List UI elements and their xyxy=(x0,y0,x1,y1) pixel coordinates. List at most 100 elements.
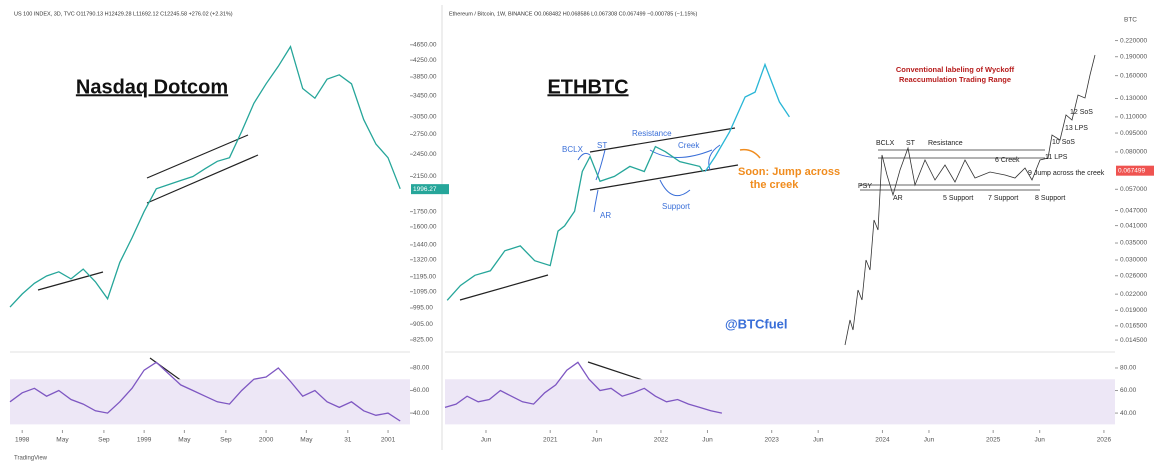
x-tick-label: Jun xyxy=(813,437,824,444)
price-line xyxy=(446,145,704,301)
y-tick-label: 0.220000 xyxy=(1120,37,1147,44)
last-price-label: 1996.27 xyxy=(413,186,437,193)
wyckoff-label: PSY xyxy=(858,183,872,190)
x-tick-label: 2001 xyxy=(381,437,396,444)
wyckoff-label: ST xyxy=(906,140,916,147)
y-tick-label: 40.00 xyxy=(413,410,430,417)
annotation: @BTCfuel xyxy=(725,316,788,331)
wyckoff-label: 7 Support xyxy=(988,195,1018,202)
annotation: Resistance xyxy=(632,129,672,138)
annotation: BCLX xyxy=(562,145,584,154)
annotation: the creek xyxy=(750,179,799,191)
y-tick-label: 4250.00 xyxy=(413,57,437,64)
y-tick-label: 3450.00 xyxy=(413,92,437,99)
y-tick-label: 2750.00 xyxy=(413,131,437,138)
y-tick-label: 60.00 xyxy=(1120,387,1137,394)
wyckoff-schematic xyxy=(844,54,1096,346)
y-tick-label: 80.00 xyxy=(413,365,430,372)
price-line xyxy=(9,361,401,422)
last-price-tag xyxy=(1116,165,1154,176)
price-line xyxy=(9,45,401,308)
y-tick-label: 0.110000 xyxy=(1120,114,1147,121)
x-tick-label: Jun xyxy=(702,437,713,444)
y-tick-label: 0.095000 xyxy=(1120,130,1147,137)
y-tick-label: 0.190000 xyxy=(1120,53,1147,60)
y-tick-label: 0.130000 xyxy=(1120,95,1147,102)
x-tick-label: 2023 xyxy=(764,437,779,444)
wyckoff-label: 11 LPS xyxy=(1045,154,1068,161)
header: US 100 INDEX, 3D, TVC O11790.13 H12429.2… xyxy=(14,11,233,17)
wyckoff-label: 5 Support xyxy=(943,195,973,202)
annotation: Support xyxy=(662,202,691,211)
y-tick-label: 1320.00 xyxy=(413,256,437,263)
title: ETHBTC xyxy=(547,76,628,98)
y-tick-label: 0.160000 xyxy=(1120,72,1147,79)
x-tick-label: Sep xyxy=(98,437,110,444)
y-tick-label: 0.047000 xyxy=(1120,207,1147,214)
arrow xyxy=(739,148,761,159)
y-tick-label: 0.035000 xyxy=(1120,240,1147,247)
wyckoff-label: 9 Jump across the creek xyxy=(1028,170,1105,177)
y-tick-label: 1195.00 xyxy=(413,273,436,280)
y-tick-label: 2150.00 xyxy=(413,173,437,180)
footer: TradingView xyxy=(14,456,48,462)
wyckoff-label: AR xyxy=(893,195,903,202)
wyckoff-label: 6 Creek xyxy=(995,157,1020,164)
title: Nasdaq Dotcom xyxy=(76,76,228,98)
wyckoff-label: Resistance xyxy=(928,140,963,147)
unit: BTC xyxy=(1124,17,1137,24)
x-tick-label: May xyxy=(300,437,313,444)
x-tick-label: Jun xyxy=(924,437,935,444)
annotation: AR xyxy=(600,211,611,220)
x-tick-label: 2026 xyxy=(1097,437,1112,444)
y-tick-label: 0.030000 xyxy=(1120,257,1147,264)
x-tick-label: May xyxy=(178,437,191,444)
x-tick-label: Jun xyxy=(591,437,602,444)
wyckoff-label: BCLX xyxy=(876,140,895,147)
wyckoff-title: Reaccumulation Trading Range xyxy=(899,75,1011,84)
annotation: ST xyxy=(597,141,607,150)
x-tick-label: 2021 xyxy=(543,437,558,444)
x-tick-label: Jun xyxy=(1034,437,1045,444)
header: Ethereum / Bitcoin, 1W, BINANCE O0.06848… xyxy=(449,11,697,17)
x-tick-label: Sep xyxy=(220,437,232,444)
y-tick-label: 0.026000 xyxy=(1120,272,1147,279)
x-tick-label: 31 xyxy=(344,437,352,444)
y-tick-label: 40.00 xyxy=(1120,410,1137,417)
x-tick-label: Jun xyxy=(481,437,492,444)
x-tick-label: 2024 xyxy=(875,437,890,444)
y-tick-label: 0.014500 xyxy=(1120,337,1147,344)
eth-annotation-lines xyxy=(577,144,721,213)
wyckoff-label: 13 LPS xyxy=(1065,125,1088,132)
y-tick-label: 0.016500 xyxy=(1120,323,1147,330)
y-tick-label: 995.00 xyxy=(413,305,433,312)
y-tick-label: 80.00 xyxy=(1120,365,1137,372)
wyckoff-label: 12 SoS xyxy=(1070,109,1093,116)
y-tick-label: 3050.00 xyxy=(413,113,437,120)
y-tick-label: 60.00 xyxy=(413,387,430,394)
last-price-tag xyxy=(411,184,449,195)
x-tick-label: 2025 xyxy=(986,437,1001,444)
y-tick-label: 1600.00 xyxy=(413,224,437,231)
y-tick-label: 1750.00 xyxy=(413,208,437,215)
rsi-band xyxy=(445,379,1115,425)
price-line xyxy=(444,361,723,414)
wyckoff-label: 10 SoS xyxy=(1052,139,1075,146)
y-tick-label: 0.022000 xyxy=(1120,291,1147,298)
y-tick-label: 2450.00 xyxy=(413,151,437,158)
y-tick-label: 1440.00 xyxy=(413,242,437,249)
last-price-label: 0.067499 xyxy=(1118,167,1145,174)
annotation: Creek xyxy=(678,141,700,150)
y-tick-label: 0.041000 xyxy=(1120,222,1147,229)
x-tick-label: 2022 xyxy=(654,437,669,444)
y-tick-label: 825.00 xyxy=(413,337,433,344)
x-tick-label: 1998 xyxy=(15,437,30,444)
y-tick-label: 0.080000 xyxy=(1120,149,1147,156)
x-tick-label: May xyxy=(56,437,69,444)
y-tick-label: 1095.00 xyxy=(413,288,437,295)
annotation: Soon: Jump across xyxy=(738,166,840,178)
x-tick-label: 2000 xyxy=(259,437,274,444)
y-tick-label: 0.057000 xyxy=(1120,186,1147,193)
y-tick-label: 4650.00 xyxy=(413,42,437,49)
